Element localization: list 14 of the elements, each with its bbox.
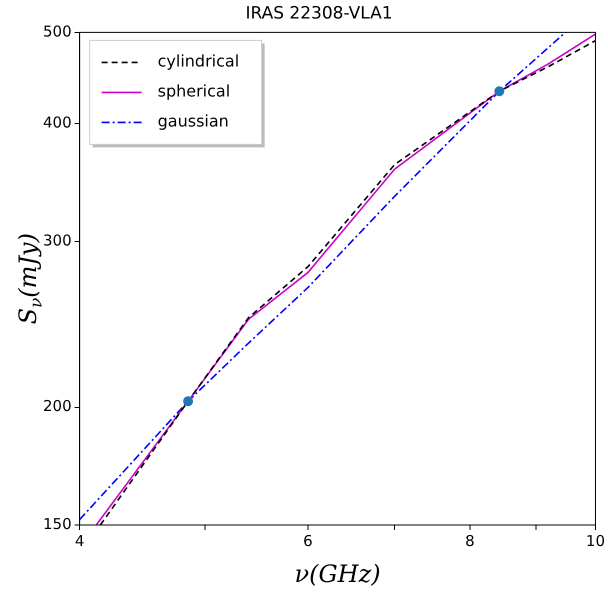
legend-label: spherical (158, 82, 230, 101)
x-tick-label: 8 (465, 532, 475, 550)
legend-label: gaussian (158, 112, 229, 131)
legend-label: cylindrical (158, 52, 240, 71)
chart-title: IRAS 22308-VLA1 (245, 4, 393, 24)
y-tick-label: 400 (42, 114, 72, 132)
x-tick-label: 6 (303, 532, 313, 550)
y-tick-label: 500 (42, 22, 72, 40)
y-tick-label: 150 (42, 514, 72, 533)
x-axis-title: ν(GHz) (294, 560, 381, 588)
y-tick-label: 200 (42, 397, 72, 416)
x-tick-label: 10 (586, 532, 606, 550)
y-tick-label: 300 (42, 231, 72, 250)
x-tick-label: 4 (74, 532, 84, 550)
